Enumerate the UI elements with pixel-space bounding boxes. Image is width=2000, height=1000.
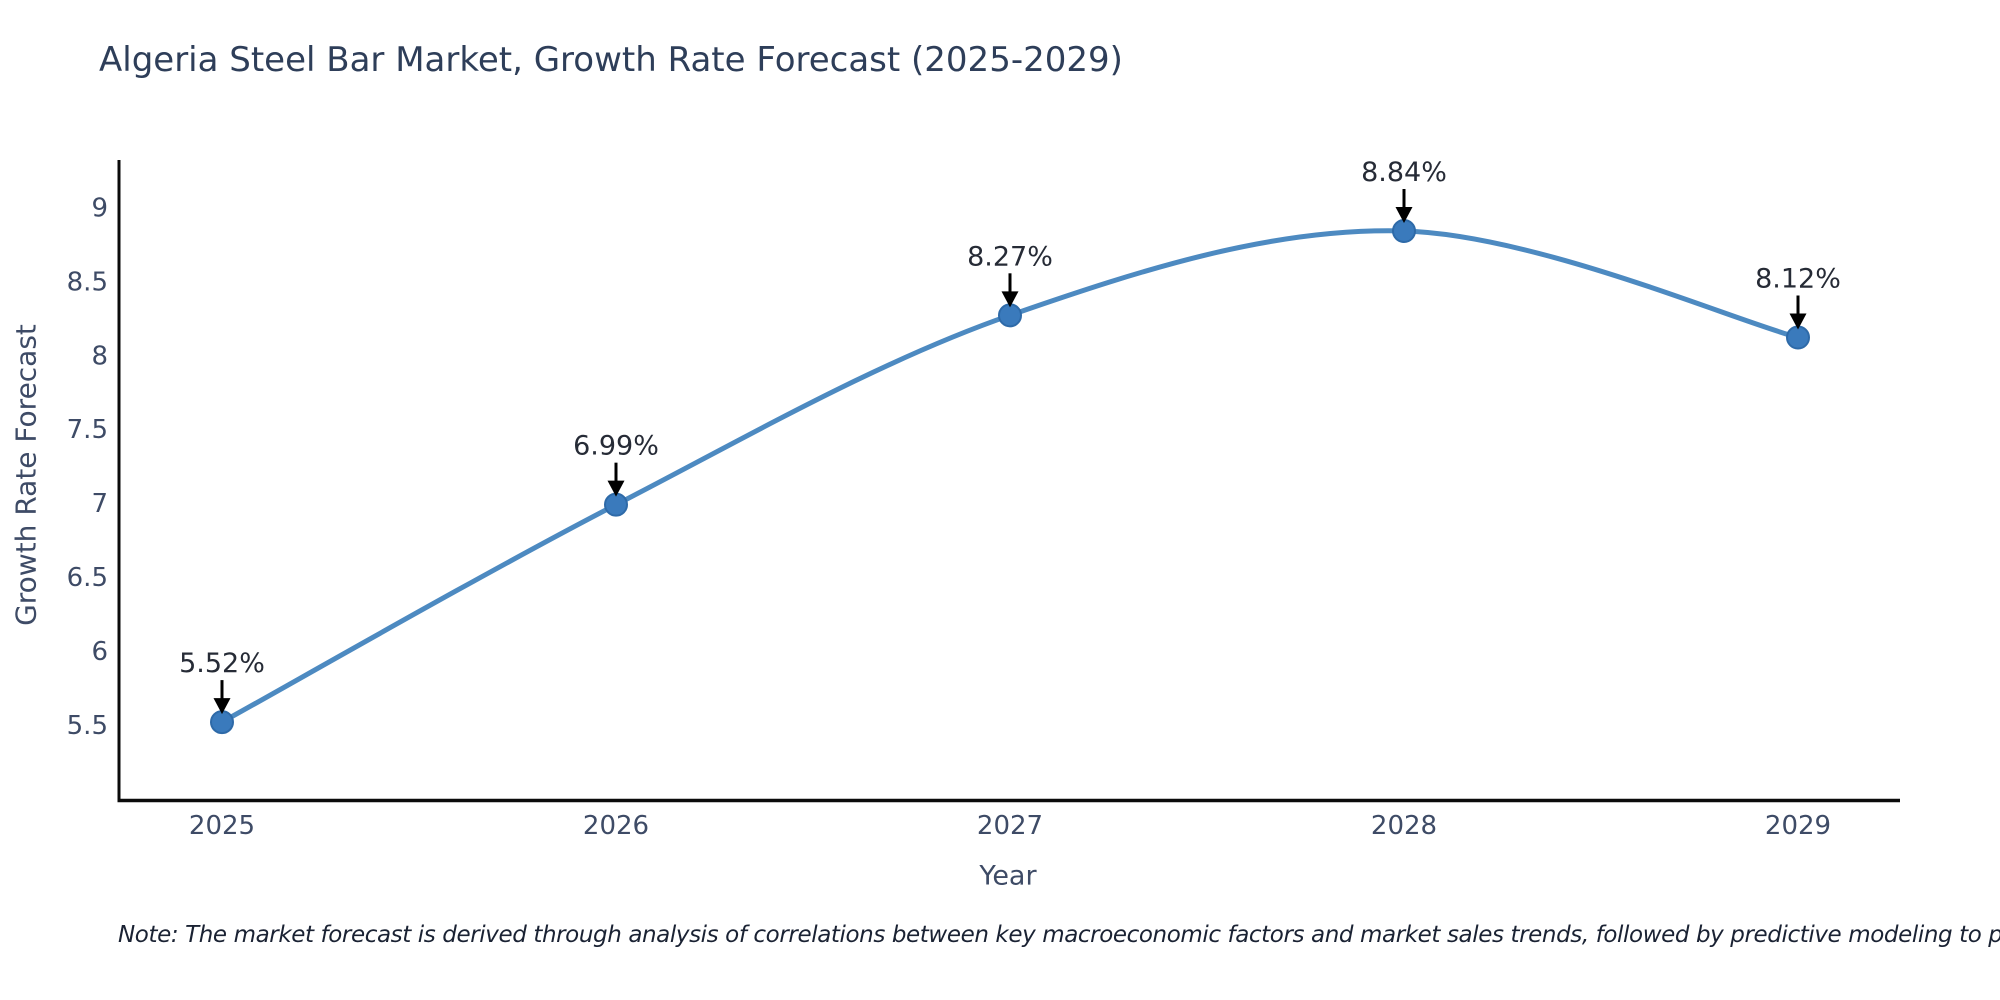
data-point-2028	[1392, 219, 1416, 244]
footnote: Note: The market forecast is derived thr…	[118, 922, 2000, 948]
data-point-2029	[1786, 325, 1810, 350]
y-tick-label: 8.5	[67, 267, 108, 297]
annotation-arrowhead	[1789, 313, 1807, 330]
data-point-2025	[210, 710, 234, 735]
point-label-2028: 8.84%	[1361, 157, 1447, 188]
y-tick-label: 9	[91, 193, 108, 223]
x-tick-label: 2029	[1765, 811, 1831, 841]
point-label-2027: 8.27%	[967, 241, 1053, 272]
x-tick-label: 2025	[189, 811, 255, 841]
annotation-arrowhead	[213, 698, 231, 715]
point-label-2025: 5.52%	[179, 648, 265, 679]
y-tick-label: 6.5	[67, 563, 108, 593]
x-tick-label: 2027	[977, 811, 1043, 841]
y-tick-label: 5.5	[67, 711, 108, 741]
x-tick-label: 2028	[1371, 811, 1437, 841]
chart-title: Algeria Steel Bar Market, Growth Rate Fo…	[99, 40, 1123, 80]
y-tick-label: 8	[91, 341, 108, 371]
data-point-2026	[604, 492, 628, 517]
annotation-arrowhead	[1001, 291, 1019, 308]
x-tick-label: 2026	[583, 811, 649, 841]
y-tick-label: 7.5	[67, 415, 108, 445]
annotation-arrowhead	[607, 480, 625, 497]
point-label-2026: 6.99%	[573, 431, 659, 462]
y-tick-label: 6	[91, 637, 108, 667]
y-tick-label: 7	[91, 489, 108, 519]
data-point-2027	[998, 303, 1022, 328]
annotation-arrowhead	[1395, 207, 1413, 224]
point-label-2029: 8.12%	[1755, 264, 1841, 295]
x-axis-title: Year	[979, 860, 1037, 892]
